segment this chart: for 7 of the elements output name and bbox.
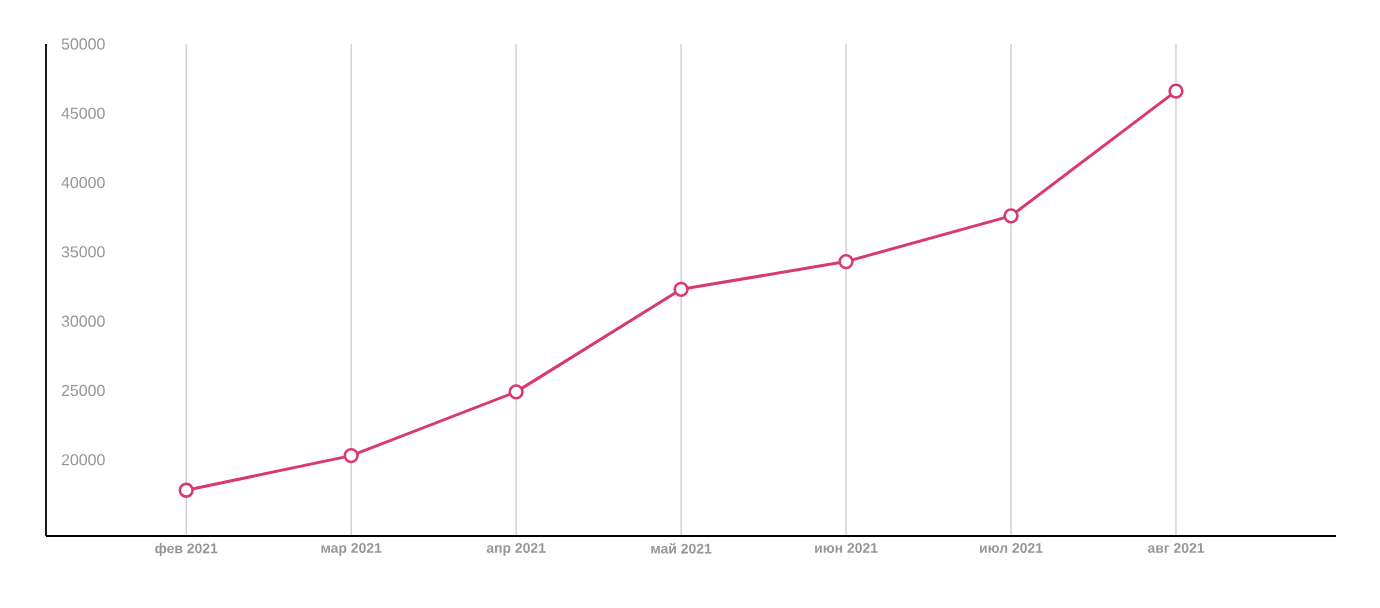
point: [673, 281, 689, 297]
point: [178, 482, 194, 498]
point: [1168, 83, 1184, 99]
point: [343, 447, 359, 464]
point: [508, 384, 524, 400]
point: [838, 253, 854, 270]
point: [1003, 208, 1019, 224]
